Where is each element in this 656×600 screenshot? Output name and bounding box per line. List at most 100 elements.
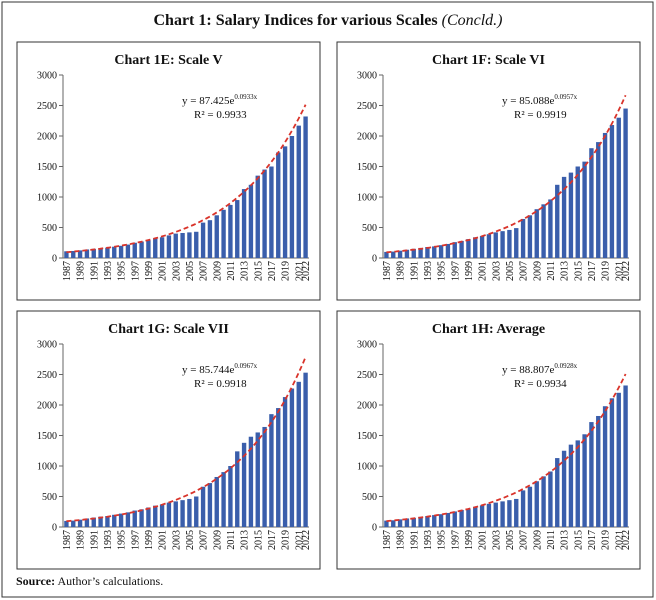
trendline [66,104,307,253]
bar [623,108,628,258]
chart-title: Chart 1H: Average [432,322,545,337]
y-tick-label: 2000 [37,132,57,143]
bar [282,397,288,527]
y-tick-label: 2000 [357,401,377,412]
bar [466,508,471,527]
figure-title: Chart 1: Salary Indices for various Scal… [153,12,502,29]
x-tick-label: 1993 [423,530,434,550]
x-tick-label: 2021 [614,261,625,281]
bar [296,125,301,258]
bar [132,510,137,527]
bar [418,516,423,527]
x-tick-label: 2022 [301,261,312,281]
bar [64,520,69,527]
x-tick-label: 1989 [76,261,87,281]
x-tick-label: 2011 [546,261,557,281]
bar [438,245,444,258]
equation-exponent: 0.0967x [234,362,257,370]
bar [221,209,226,258]
bar [555,184,560,258]
bar [507,229,512,258]
panel-frame [16,41,321,301]
bar [207,220,213,258]
bar [534,481,539,527]
bar [112,514,117,527]
bar [404,518,410,527]
bar [445,512,451,527]
bar [214,215,219,258]
bar [459,509,464,527]
x-tick-label: 1989 [76,530,87,550]
x-tick-label: 1997 [450,261,461,281]
bar [146,507,151,527]
bar [616,392,621,527]
x-tick-label: 2003 [171,261,182,281]
x-tick-label: 1987 [62,261,73,281]
bar [541,204,546,258]
trend-equation: y = 88.807e0.0928x [502,362,578,376]
bar [105,516,110,527]
bar [507,500,512,527]
x-tick-label: 2007 [519,261,530,281]
bar [541,476,546,527]
trend-equation: y = 85.744e0.0967x [182,362,258,376]
chart-panel: Chart 1F: Scale VI 0 500 1000 1500 2000 2500 30… [336,41,641,301]
x-tick-label: 2013 [560,530,571,550]
bar [589,148,594,258]
r-squared: R² = 0.9934 [514,378,567,390]
bar [555,458,560,527]
bar [98,248,103,258]
y-tick-label: 1500 [37,431,57,442]
x-tick-label: 2021 [294,530,305,550]
x-tick-label: 2013 [240,261,251,281]
bar [235,451,240,527]
bar [609,125,615,259]
bar [139,241,144,258]
bar [282,146,288,258]
x-tick-label: 1991 [409,530,420,550]
x-tick-label: 2009 [532,261,543,281]
x-tick-label: 1995 [437,530,448,550]
equation-base: y = 85.088e [502,95,554,107]
x-tick-label: 2015 [253,261,264,281]
x-tick-label: 2005 [185,261,196,281]
bar [228,466,233,527]
bar [118,245,124,258]
y-tick-label: 2500 [357,370,377,381]
bar [493,502,498,527]
bar [575,166,580,258]
source-text: Author’s calculations. [57,574,163,588]
x-tick-label: 1989 [396,530,407,550]
bar [534,209,539,258]
trend-equation: y = 87.425e0.0933x [182,93,258,107]
y-tick-label: 0 [52,254,57,265]
x-tick-label: 2009 [212,530,223,550]
x-tick-label: 1991 [89,530,100,550]
y-tick-label: 2000 [357,132,377,143]
source-note: Source: Author’s calculations. [16,574,163,588]
bar [187,232,192,258]
y-tick-label: 500 [362,223,377,234]
chart-title: Chart 1F: Scale VI [432,53,545,68]
bar [397,250,403,258]
bar [411,248,416,258]
x-tick-label: 2017 [587,261,598,281]
bar [194,496,199,527]
bar [596,415,601,527]
bar [276,408,281,527]
bar [71,520,76,527]
bar [548,199,553,258]
x-tick-label: 1991 [89,261,100,281]
bar [473,237,478,258]
bar [262,169,267,258]
x-tick-label: 2019 [601,261,612,281]
y-tick-label: 500 [42,223,57,234]
y-tick-label: 3000 [357,71,377,82]
bar [391,520,396,527]
bar [207,483,213,527]
x-tick-label: 1999 [144,261,155,281]
y-tick-label: 0 [372,254,377,265]
bar [568,444,574,527]
bar [153,238,158,258]
